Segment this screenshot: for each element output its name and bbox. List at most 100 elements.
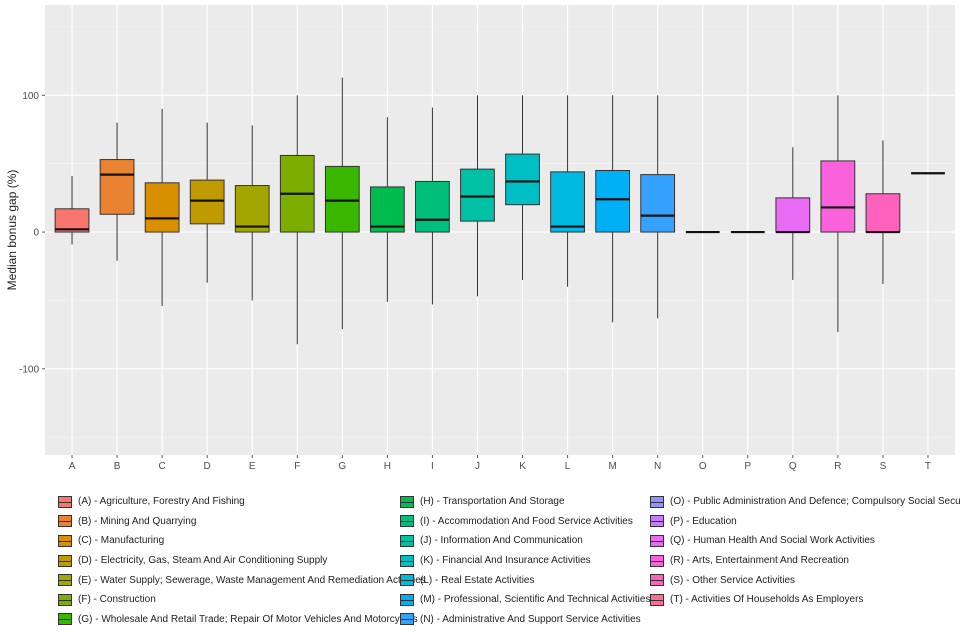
- box-iqr: [54, 208, 90, 233]
- legend-key: [400, 534, 414, 547]
- x-tick-label: L: [565, 461, 571, 472]
- x-tick-label: P: [744, 461, 751, 472]
- legend-item: (O) - Public Administration And Defence;…: [650, 492, 960, 512]
- box-Q: [775, 147, 811, 280]
- x-tick-label: K: [519, 461, 526, 472]
- box-iqr: [595, 170, 631, 233]
- legend-item: (E) - Water Supply; Sewerage, Waste Mana…: [58, 570, 426, 590]
- legend-label: (E) - Water Supply; Sewerage, Waste Mana…: [78, 574, 426, 586]
- legend-key: [400, 593, 414, 606]
- legend-key: [650, 554, 664, 567]
- legend-item: (F) - Construction: [58, 590, 426, 610]
- x-tick-label: J: [475, 461, 480, 472]
- legend-key: [650, 534, 664, 547]
- legend-label: (F) - Construction: [78, 594, 156, 606]
- box-G: [324, 77, 360, 330]
- legend-label: (Q) - Human Health And Social Work Activ…: [670, 535, 875, 547]
- legend-item: (M) - Professional, Scientific And Techn…: [400, 590, 650, 610]
- box-iqr: [820, 160, 856, 233]
- legend-key: [58, 554, 72, 567]
- box-K: [505, 95, 540, 280]
- box-B: [99, 122, 135, 261]
- legend-label: (K) - Financial And Insurance Activities: [420, 555, 591, 567]
- box-S: [865, 140, 901, 285]
- legend-key: [400, 495, 414, 508]
- x-tick-label: A: [69, 461, 76, 472]
- legend-key: [400, 613, 414, 626]
- y-tick-label: 100: [22, 91, 39, 102]
- legend-key: [650, 495, 664, 508]
- x-tick-label: D: [204, 461, 211, 472]
- legend-item: (H) - Transportation And Storage: [400, 492, 650, 512]
- legend-label: (S) - Other Service Activities: [670, 574, 796, 586]
- legend-column: (A) - Agriculture, Forestry And Fishing (…: [58, 492, 426, 629]
- y-tick-label: 0: [33, 228, 39, 239]
- box-D: [189, 122, 225, 283]
- legend-label: (O) - Public Administration And Defence;…: [670, 496, 960, 508]
- box-F: [279, 95, 315, 345]
- legend-label: (M) - Professional, Scientific And Techn…: [420, 594, 651, 606]
- box-iqr: [415, 180, 450, 233]
- box-iqr: [460, 168, 495, 222]
- legend-key: [650, 515, 664, 528]
- legend-label: (R) - Arts, Entertainment And Recreation: [670, 555, 849, 567]
- box-iqr: [775, 197, 811, 233]
- x-tick-label: C: [159, 461, 166, 472]
- x-tick-label: N: [654, 461, 661, 472]
- legend-key: [58, 574, 72, 587]
- legend-label: (L) - Real Estate Activities: [420, 574, 535, 586]
- legend-key: [400, 554, 414, 567]
- legend-key: [58, 515, 72, 528]
- plot-panel: [45, 5, 955, 455]
- box-iqr: [550, 171, 585, 233]
- box-A: [54, 175, 90, 245]
- legend-item: (I) - Accommodation And Food Service Act…: [400, 512, 650, 532]
- x-tick-label: Q: [789, 461, 797, 472]
- x-tick-label: I: [431, 461, 434, 472]
- box-iqr: [99, 159, 135, 215]
- legend-item: (J) - Information And Communication: [400, 531, 650, 551]
- legend-item: (A) - Agriculture, Forestry And Fishing: [58, 492, 426, 512]
- legend-item: (S) - Other Service Activities: [650, 570, 960, 590]
- box-E: [234, 125, 270, 301]
- legend-item: (R) - Arts, Entertainment And Recreation: [650, 551, 960, 571]
- box-iqr: [505, 153, 540, 206]
- legend-key: [58, 593, 72, 606]
- x-tick-label: H: [384, 461, 391, 472]
- legend-label: (N) - Administrative And Support Service…: [420, 613, 641, 625]
- x-tick-label: B: [114, 461, 121, 472]
- legend-column: (O) - Public Administration And Defence;…: [650, 492, 960, 610]
- box-M: [595, 95, 631, 323]
- box-iqr: [234, 185, 270, 233]
- legend-key: [58, 613, 72, 626]
- legend-label: (P) - Education: [670, 515, 737, 527]
- legend-item: (C) - Manufacturing: [58, 531, 426, 551]
- x-tick-label: O: [699, 461, 707, 472]
- x-tick-label: G: [338, 461, 346, 472]
- legend-label: (I) - Accommodation And Food Service Act…: [420, 515, 633, 527]
- box-iqr: [865, 193, 901, 233]
- legend-label: (C) - Manufacturing: [78, 535, 165, 547]
- x-tick-label: E: [249, 461, 256, 472]
- boxplot-chart: -100 0 100 A B C D E F G H I J K L M N O P Q R S T Median bonus…: [5, 5, 955, 472]
- legend-label: (T) - Activities Of Households As Employ…: [670, 594, 864, 606]
- box-C: [144, 108, 180, 306]
- legend-item: (L) - Real Estate Activities: [400, 570, 650, 590]
- legend-item: (T) - Activities Of Households As Employ…: [650, 590, 960, 610]
- legend-label: (G) - Wholesale And Retail Trade; Repair…: [78, 613, 418, 625]
- legend-item: (D) - Electricity, Gas, Steam And Air Co…: [58, 551, 426, 571]
- x-tick-label: M: [608, 461, 616, 472]
- legend-label: (B) - Mining And Quarrying: [78, 515, 197, 527]
- box-iqr: [640, 174, 676, 233]
- legend-label: (H) - Transportation And Storage: [420, 496, 565, 508]
- y-axis-label: Median bonus gap (%): [5, 170, 19, 291]
- legend-label: (D) - Electricity, Gas, Steam And Air Co…: [78, 555, 328, 567]
- box-I: [415, 107, 450, 305]
- legend-item: (B) - Mining And Quarrying: [58, 512, 426, 532]
- legend-item: (N) - Administrative And Support Service…: [400, 610, 650, 630]
- legend-key: [650, 574, 664, 587]
- legend-key: [400, 574, 414, 587]
- legend-item: (P) - Education: [650, 512, 960, 532]
- legend-key: [58, 534, 72, 547]
- x-tick-label: T: [925, 461, 931, 472]
